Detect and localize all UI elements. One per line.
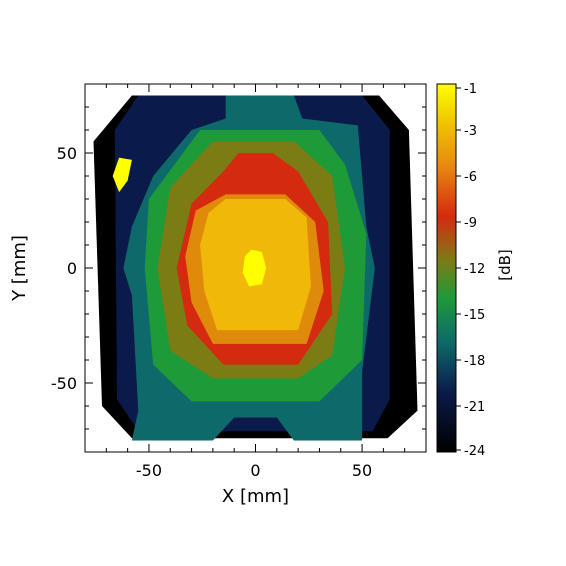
contour-region-9 — [112, 157, 132, 193]
colorbar-tick-label: -24 — [464, 444, 485, 459]
colorbar-tick-label: -1 — [464, 82, 477, 97]
x-tick-label: 0 — [250, 461, 260, 480]
y-tick-label: 0 — [67, 259, 77, 278]
colorbar-tick-label: -6 — [464, 170, 477, 185]
contour-regions — [93, 95, 418, 441]
x-axis-title: X [mm] — [222, 486, 289, 507]
colorbar-tick-label: -18 — [464, 354, 485, 369]
contour-region-8 — [242, 249, 267, 287]
colorbar-tick-label: -12 — [464, 262, 485, 277]
colorbar-tick-label: -21 — [464, 400, 485, 415]
y-tick-label: 50 — [57, 144, 77, 163]
colorbar-tick-label: -15 — [464, 308, 485, 323]
colorbar-scale — [436, 83, 457, 453]
colorbar-title: [dB] — [496, 249, 514, 281]
colorbar-tick-label: -3 — [464, 124, 477, 139]
colorbar-tick-label: -9 — [464, 216, 477, 231]
x-tick-label: 50 — [352, 461, 372, 480]
y-axis-title: Y [mm] — [9, 235, 30, 302]
colorbar: -1 -3 -6 -9 -12 -15 -18 -21 -24 — [436, 82, 485, 459]
y-tick-label: -50 — [51, 374, 77, 393]
y-axis: -50 0 50 — [51, 83, 426, 453]
x-axis: -50 0 50 — [84, 84, 427, 480]
x-tick-label: -50 — [136, 461, 162, 480]
